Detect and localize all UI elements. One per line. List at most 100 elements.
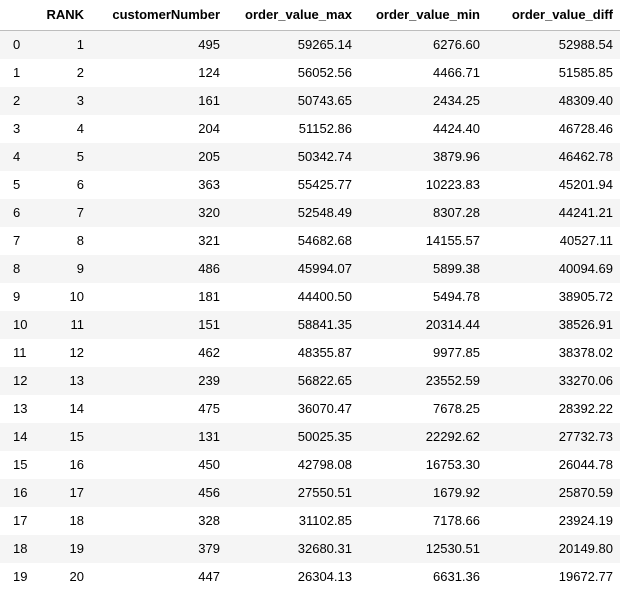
rank-cell: 3 [76, 93, 84, 108]
order-value-min-cell: 6276.60 [433, 37, 480, 52]
table-row: 3 4 204 51152.86 4424.40 46728.46 [0, 115, 620, 143]
order-value-diff-cell: 46728.46 [558, 121, 613, 136]
row-index: 0 [13, 37, 21, 52]
customer-number-cell: 447 [198, 569, 220, 584]
rank-cell: 6 [76, 177, 84, 192]
rank-cell: 18 [69, 513, 84, 528]
order-value-diff-cell: 23924.19 [558, 513, 613, 528]
customer-number-cell: 495 [198, 37, 220, 52]
rank-cell: 7 [76, 205, 84, 220]
table-row: 2 3 161 50743.65 2434.25 48309.40 [0, 87, 620, 115]
order-value-max-cell: 36070.47 [297, 401, 352, 416]
customer-number-cell: 475 [198, 401, 220, 416]
order-value-min-cell: 10223.83 [425, 177, 480, 192]
order-value-max-cell: 31102.85 [298, 513, 352, 528]
table-row: 16 17 456 27550.51 1679.92 25870.59 [0, 479, 620, 507]
customer-number-cell: 450 [198, 457, 220, 472]
row-index: 10 [13, 317, 28, 332]
table-row: 18 19 379 32680.31 12530.51 20149.80 [0, 535, 620, 563]
column-header-order-value-min: order_value_min [359, 0, 487, 31]
table-row: 4 5 205 50342.74 3879.96 46462.78 [0, 143, 620, 171]
row-index: 17 [13, 513, 28, 528]
order-value-min-cell: 1679.92 [433, 485, 480, 500]
index-header [0, 0, 36, 31]
customer-number-cell: 379 [198, 541, 220, 556]
order-value-diff-cell: 20149.80 [558, 541, 613, 556]
row-index: 9 [13, 289, 21, 304]
rank-cell: 19 [69, 541, 84, 556]
order-value-min-cell: 20314.44 [425, 317, 480, 332]
order-value-max-cell: 32680.31 [297, 541, 352, 556]
column-header-order-value-max: order_value_max [227, 0, 359, 31]
order-value-diff-cell: 28392.22 [558, 401, 613, 416]
rank-cell: 2 [76, 65, 84, 80]
order-value-min-cell: 7678.25 [433, 401, 480, 416]
order-value-max-cell: 48355.87 [297, 345, 352, 360]
row-index: 14 [13, 429, 28, 444]
order-value-min-cell: 14155.57 [425, 233, 480, 248]
row-index: 18 [13, 541, 28, 556]
dataframe-output: RANK customerNumber order_value_max orde… [0, 0, 620, 591]
table-row: 10 11 151 58841.35 20314.44 38526.91 [0, 311, 620, 339]
order-value-max-cell: 59265.14 [297, 37, 352, 52]
table-row: 11 12 462 48355.87 9977.85 38378.02 [0, 339, 620, 367]
customer-number-cell: 239 [198, 373, 220, 388]
rank-cell: 4 [76, 121, 84, 136]
rank-cell: 1 [76, 37, 84, 52]
order-value-min-cell: 7178.66 [433, 513, 480, 528]
rank-cell: 11 [70, 317, 85, 332]
table-row: 17 18 328 31102.85 7178.66 23924.19 [0, 507, 620, 535]
order-value-max-cell: 52548.49 [297, 205, 352, 220]
rank-cell: 14 [69, 401, 84, 416]
order-value-diff-cell: 52988.54 [558, 37, 613, 52]
order-value-min-cell: 8307.28 [433, 205, 480, 220]
order-value-max-cell: 27550.51 [297, 485, 352, 500]
table-row: 1 2 124 56052.56 4466.71 51585.85 [0, 59, 620, 87]
row-index: 5 [13, 177, 21, 192]
order-value-min-cell: 3879.96 [433, 149, 480, 164]
order-value-max-cell: 50342.74 [297, 149, 352, 164]
table-row: 8 9 486 45994.07 5899.38 40094.69 [0, 255, 620, 283]
header-row: RANK customerNumber order_value_max orde… [0, 0, 620, 31]
order-value-max-cell: 56052.56 [297, 65, 352, 80]
order-value-diff-cell: 27732.73 [558, 429, 613, 444]
order-value-diff-cell: 44241.21 [558, 205, 613, 220]
row-index: 8 [13, 261, 21, 276]
order-value-diff-cell: 38378.02 [558, 345, 613, 360]
table-body: 0 1 495 59265.14 6276.60 52988.54 1 2 124 56052.5… [0, 30, 620, 591]
order-value-diff-cell: 40094.69 [558, 261, 613, 276]
customer-number-cell: 320 [198, 205, 220, 220]
row-index: 4 [13, 149, 21, 164]
order-value-max-cell: 44400.50 [297, 289, 352, 304]
order-value-diff-cell: 48309.40 [558, 93, 613, 108]
table-row: 14 15 131 50025.35 22292.62 27732.73 [0, 423, 620, 451]
order-value-min-cell: 4466.71 [433, 65, 480, 80]
order-value-max-cell: 50025.35 [297, 429, 352, 444]
order-value-diff-cell: 51585.85 [558, 65, 613, 80]
order-value-diff-cell: 25870.59 [558, 485, 613, 500]
order-value-max-cell: 56822.65 [297, 373, 352, 388]
order-value-min-cell: 23552.59 [425, 373, 480, 388]
table-row: 15 16 450 42798.08 16753.30 26044.78 [0, 451, 620, 479]
table-header: RANK customerNumber order_value_max orde… [0, 0, 620, 31]
order-value-diff-cell: 38905.72 [558, 289, 613, 304]
order-value-max-cell: 45994.07 [297, 261, 352, 276]
rank-cell: 15 [69, 429, 84, 444]
row-index: 7 [13, 233, 21, 248]
table-row: 7 8 321 54682.68 14155.57 40527.11 [0, 227, 620, 255]
customer-number-cell: 363 [198, 177, 220, 192]
customer-number-cell: 131 [198, 429, 220, 444]
table-row: 9 10 181 44400.50 5494.78 38905.72 [0, 283, 620, 311]
table-row: 13 14 475 36070.47 7678.25 28392.22 [0, 395, 620, 423]
customer-number-cell: 321 [198, 233, 220, 248]
customer-number-cell: 124 [198, 65, 220, 80]
table-row: 6 7 320 52548.49 8307.28 44241.21 [0, 199, 620, 227]
table-row: 5 6 363 55425.77 10223.83 45201.94 [0, 171, 620, 199]
row-index: 3 [13, 121, 21, 136]
customer-number-cell: 204 [198, 121, 220, 136]
rank-cell: 12 [69, 345, 84, 360]
order-value-max-cell: 55425.77 [297, 177, 352, 192]
order-value-diff-cell: 33270.06 [558, 373, 613, 388]
row-index: 16 [13, 485, 28, 500]
customer-number-cell: 462 [198, 345, 220, 360]
